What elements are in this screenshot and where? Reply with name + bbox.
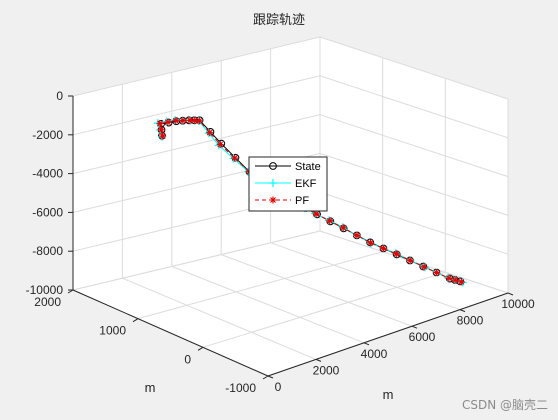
pf-marker <box>392 250 400 258</box>
legend-item-state: State <box>255 161 321 173</box>
z-tick-label: -2000 <box>32 128 63 142</box>
x-tick-label: 2000 <box>313 363 340 377</box>
z-tick-label: -8000 <box>32 244 63 258</box>
x-tick-label: 4000 <box>361 347 388 361</box>
z-tick-label: -6000 <box>32 205 63 219</box>
pf-marker <box>172 117 180 125</box>
z-grid-line <box>72 230 509 294</box>
y-tick-label: -1000 <box>225 381 256 395</box>
x-grid-line <box>122 277 317 360</box>
pf-marker <box>433 269 441 277</box>
pf-marker <box>206 129 214 137</box>
x-tick-label: 10000 <box>501 297 535 311</box>
pf-marker <box>339 224 347 232</box>
y-axis-line <box>72 289 269 377</box>
pf-marker <box>379 244 387 252</box>
pf-marker <box>445 274 453 282</box>
pf-marker <box>367 239 375 247</box>
x-tick-mark <box>363 342 370 346</box>
pf-marker <box>179 116 187 124</box>
y-tick-mark <box>132 318 139 323</box>
x-grid-line <box>171 265 365 344</box>
watermark: CSDN @脑壳二 <box>462 398 548 412</box>
pf-marker <box>164 118 172 126</box>
legend-label: State <box>295 161 321 173</box>
legend: State EKF PF <box>248 156 328 212</box>
pf-marker <box>186 116 194 124</box>
x-grid-line <box>221 254 413 327</box>
z-grid-line <box>72 152 509 216</box>
x-axis-label: m <box>383 387 394 402</box>
z-tick-label: 0 <box>56 89 63 103</box>
pf-marker <box>312 210 320 218</box>
chart-title: 跟踪轨迹 <box>253 13 305 28</box>
pf-marker <box>231 154 239 162</box>
state-marker <box>269 162 277 170</box>
pf-marker <box>269 196 277 204</box>
pf-marker <box>195 117 203 125</box>
y-tick-mark <box>197 346 204 351</box>
x-grid-line <box>270 242 461 311</box>
y-tick-label: 1000 <box>99 324 126 338</box>
x-axis-line <box>267 292 509 377</box>
legend-item-ekf: EKF <box>255 178 317 190</box>
x-tick-label: 8000 <box>457 314 484 328</box>
pf-marker <box>420 263 428 271</box>
pf-marker <box>191 117 199 125</box>
pf-marker <box>406 256 414 264</box>
z-tick-label: -10000 <box>26 283 64 297</box>
pf-marker <box>156 120 164 128</box>
floor-pane <box>73 231 508 376</box>
x-tick-mark <box>411 325 418 329</box>
z-grid-line <box>72 114 509 178</box>
x-tick-mark <box>315 358 322 362</box>
y-grid-line <box>202 271 446 348</box>
x-tick-label: 0 <box>275 380 282 394</box>
x-tick-mark <box>267 375 274 379</box>
pf-marker <box>353 231 361 239</box>
y-tick-mark <box>262 375 269 380</box>
pf-marker <box>157 126 165 134</box>
axis-lines <box>67 95 514 380</box>
legend-label: PF <box>295 195 309 207</box>
tick-labels: 0200040006000800010000-10000100020000-20… <box>26 89 535 395</box>
x-tick-mark <box>459 309 466 313</box>
x-tick-mark <box>507 292 514 296</box>
pf-marker <box>451 276 459 284</box>
y-axis-label: m <box>145 380 156 395</box>
z-grid-line <box>72 36 509 100</box>
legend-item-pf: PF <box>255 195 309 207</box>
back-left-pane <box>73 37 320 290</box>
z-tick-label: -4000 <box>32 167 63 181</box>
pf-marker <box>457 278 465 286</box>
pf-marker <box>216 141 224 149</box>
y-grid-line <box>137 251 383 320</box>
back-right-pane <box>320 37 508 293</box>
z-grid-line <box>72 75 509 139</box>
legend-label: EKF <box>295 178 317 190</box>
pf-marker <box>326 217 334 225</box>
y-tick-label: 0 <box>184 352 191 366</box>
x-tick-label: 6000 <box>409 330 436 344</box>
pf-marker <box>159 132 167 140</box>
y-tick-label: 2000 <box>34 295 61 309</box>
ekf-marker <box>269 179 277 187</box>
